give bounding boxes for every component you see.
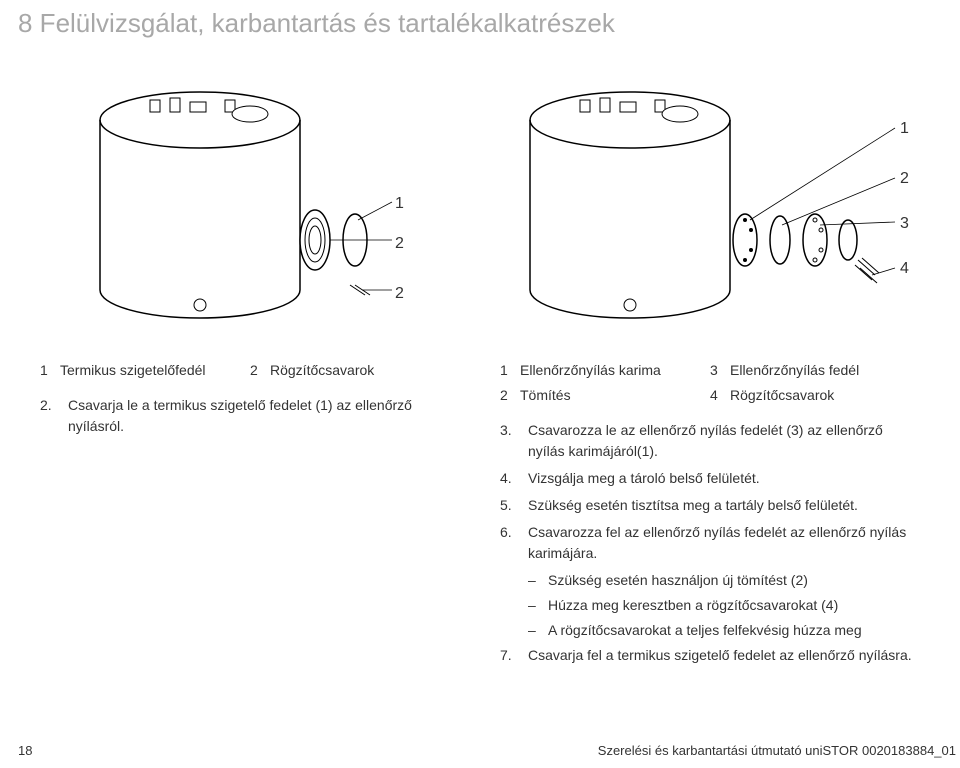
step-num: 2. [40, 395, 58, 437]
step-num: 3. [500, 420, 518, 462]
legend-item: 1 Termikus szigetelőfedél [40, 360, 250, 381]
callout-right-1: 1 [900, 120, 909, 138]
footer-text: Szerelési és karbantartási útmutató uniS… [58, 743, 960, 758]
dash-icon: – [528, 570, 538, 591]
step-num: 5. [500, 495, 518, 516]
right-column: 1 Ellenőrzőnyílás karima 3 Ellenőrzőnyíl… [500, 360, 920, 672]
step-item: 4. Vizsgálja meg a tároló belső felületé… [500, 468, 920, 489]
step-item: 7. Csavarja fel a termikus szigetelő fed… [500, 645, 920, 666]
legend-num: 1 [40, 360, 54, 381]
callout-left-2: 2 [395, 235, 404, 253]
bullet-text: Szükség esetén használjon új tömítést (2… [548, 570, 808, 591]
legend-num: 1 [500, 360, 514, 381]
step-text: Vizsgálja meg a tároló belső felületét. [528, 468, 760, 489]
step-num: 7. [500, 645, 518, 666]
text-columns: 1 Termikus szigetelőfedél 2 Rögzítőcsava… [40, 360, 920, 672]
step-text: Csavarozza le az ellenőrző nyílás fedelé… [528, 420, 920, 462]
dash-icon: – [528, 620, 538, 641]
step-text: Szükség esetén tisztítsa meg a tartály b… [528, 495, 858, 516]
callout-left-1: 1 [395, 195, 404, 213]
figures-row: 1 2 2 [40, 60, 920, 340]
step-item: 2. Csavarja le a termikus szigetelő fede… [40, 395, 460, 437]
callout-right-4: 4 [900, 260, 909, 278]
step-item: 6. Csavarozza fel az ellenőrző nyílás fe… [500, 522, 920, 564]
legend-item: 1 Ellenőrzőnyílás karima [500, 360, 710, 381]
callout-left-3: 2 [395, 285, 404, 303]
legend-left: 1 Termikus szigetelőfedél 2 Rögzítőcsava… [40, 360, 460, 385]
cylinder-diagram-right [500, 60, 920, 340]
legend-text: Ellenőrzőnyílás karima [520, 360, 661, 381]
figure-right: 1 2 3 4 [500, 60, 920, 340]
legend-num: 4 [710, 385, 724, 406]
page-number: 18 [18, 743, 58, 758]
page-title: 8 Felülvizsgálat, karbantartás és tartal… [18, 8, 615, 39]
legend-item: 4 Rögzítőcsavarok [710, 385, 920, 406]
page-footer: 18 Szerelési és karbantartási útmutató u… [18, 743, 960, 758]
bullet-text: A rögzítőcsavarokat a teljes felfekvésig… [548, 620, 862, 641]
step-num: 6. [500, 522, 518, 564]
legend-text: Tömítés [520, 385, 571, 406]
dash-icon: – [528, 595, 538, 616]
legend-text: Rögzítőcsavarok [730, 385, 834, 406]
legend-item: 2 Tömítés [500, 385, 710, 406]
callout-right-2: 2 [900, 170, 909, 188]
legend-num: 2 [500, 385, 514, 406]
left-steps: 2. Csavarja le a termikus szigetelő fede… [40, 395, 460, 437]
bullet-text: Húzza meg keresztben a rögzítőcsavarokat… [548, 595, 838, 616]
step-num: 4. [500, 468, 518, 489]
step-item: 5. Szükség esetén tisztítsa meg a tartál… [500, 495, 920, 516]
legend-text: Termikus szigetelőfedél [60, 360, 206, 381]
step-text: Csavarja fel a termikus szigetelő fedele… [528, 645, 912, 666]
legend-text: Ellenőrzőnyílás fedél [730, 360, 859, 381]
step-text: Csavarozza fel az ellenőrző nyílás fedel… [528, 522, 920, 564]
callout-right-3: 3 [900, 215, 909, 233]
bullet-item: – Szükség esetén használjon új tömítést … [528, 570, 920, 591]
legend-text: Rögzítőcsavarok [270, 360, 374, 381]
right-steps: 3. Csavarozza le az ellenőrző nyílás fed… [500, 420, 920, 666]
legend-num: 2 [250, 360, 264, 381]
legend-right: 1 Ellenőrzőnyílás karima 3 Ellenőrzőnyíl… [500, 360, 920, 410]
bullet-item: – Húzza meg keresztben a rögzítőcsavarok… [528, 595, 920, 616]
bullet-item: – A rögzítőcsavarokat a teljes felfekvés… [528, 620, 920, 641]
legend-item: 3 Ellenőrzőnyílás fedél [710, 360, 920, 381]
legend-num: 3 [710, 360, 724, 381]
legend-item: 2 Rögzítőcsavarok [250, 360, 460, 381]
left-column: 1 Termikus szigetelőfedél 2 Rögzítőcsava… [40, 360, 460, 672]
step-item: 3. Csavarozza le az ellenőrző nyílás fed… [500, 420, 920, 462]
step-text: Csavarja le a termikus szigetelő fedelet… [68, 395, 460, 437]
figure-left: 1 2 2 [40, 60, 460, 340]
